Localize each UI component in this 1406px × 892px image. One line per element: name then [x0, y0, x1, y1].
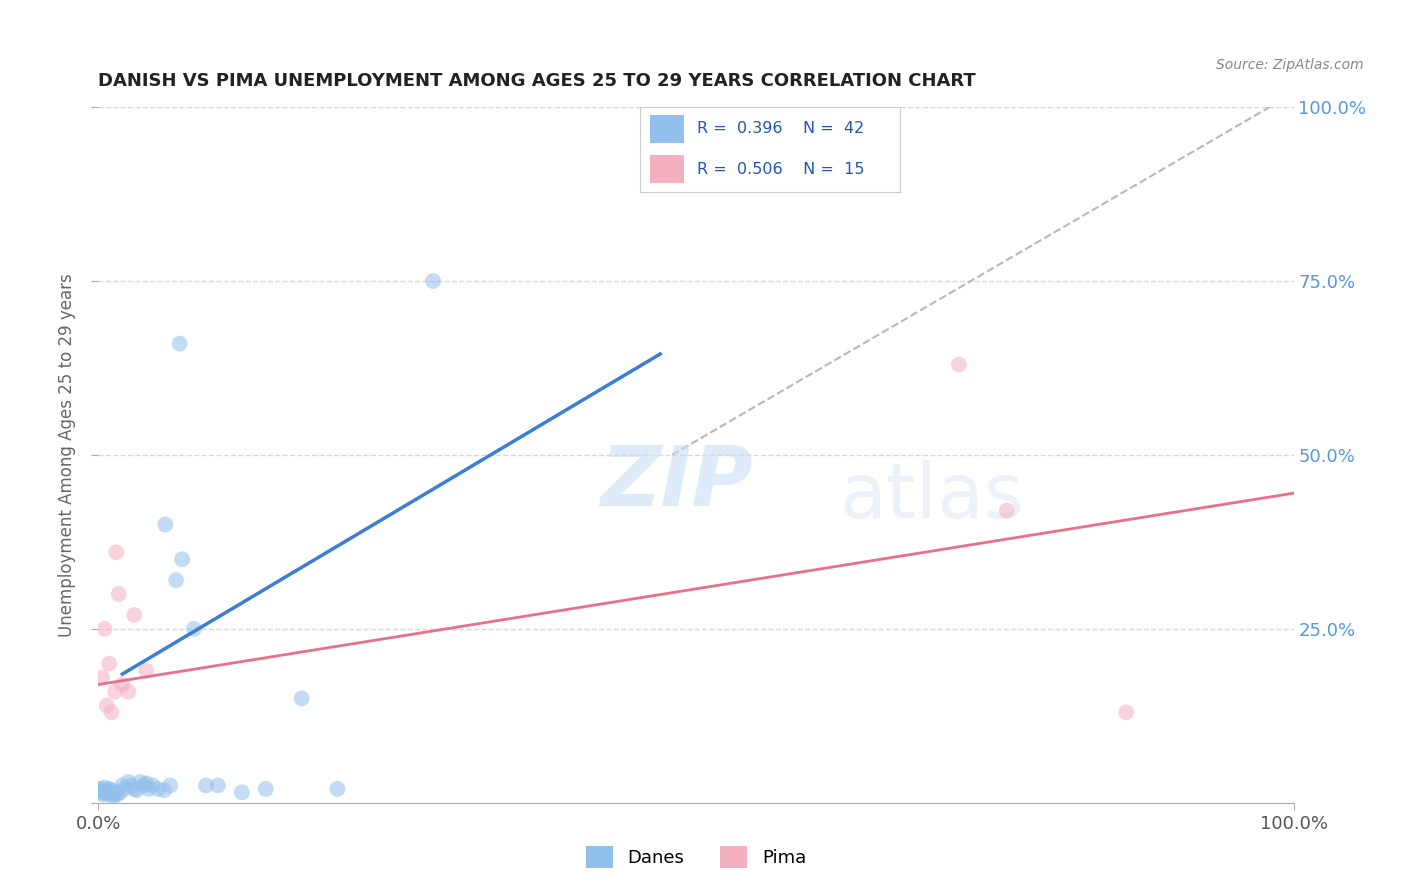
Point: [169, 336, 191, 351]
Point: [135, 776, 157, 790]
Point: [91, 783, 114, 797]
Point: [105, 545, 128, 559]
Point: [948, 358, 970, 372]
Text: R =  0.506    N =  15: R = 0.506 N = 15: [697, 161, 865, 177]
Point: [97, 788, 120, 802]
Point: [165, 573, 187, 587]
Point: [90, 785, 112, 799]
Point: [104, 785, 127, 799]
Text: DANISH VS PIMA UNEMPLOYMENT AMONG AGES 25 TO 29 YEARS CORRELATION CHART: DANISH VS PIMA UNEMPLOYMENT AMONG AGES 2…: [98, 72, 976, 90]
Point: [101, 788, 124, 802]
Point: [291, 691, 314, 706]
Point: [254, 781, 277, 796]
Point: [117, 775, 139, 789]
Point: [111, 677, 134, 691]
Text: R =  0.396    N =  42: R = 0.396 N = 42: [697, 121, 865, 136]
Point: [104, 684, 127, 698]
Point: [93, 780, 115, 795]
Point: [94, 785, 117, 799]
Point: [107, 587, 129, 601]
Point: [129, 775, 152, 789]
Point: [155, 517, 177, 532]
Point: [98, 657, 121, 671]
Point: [98, 785, 122, 799]
Point: [148, 781, 170, 796]
Point: [172, 552, 194, 566]
Point: [96, 698, 118, 713]
Point: [995, 503, 1018, 517]
Point: [183, 622, 205, 636]
Point: [117, 684, 139, 698]
Point: [135, 664, 157, 678]
Y-axis label: Unemployment Among Ages 25 to 29 years: Unemployment Among Ages 25 to 29 years: [58, 273, 76, 637]
Point: [111, 778, 134, 793]
Point: [100, 706, 122, 720]
Point: [231, 785, 253, 799]
Point: [326, 781, 349, 796]
Point: [159, 778, 181, 793]
Point: [125, 783, 148, 797]
FancyBboxPatch shape: [650, 155, 683, 183]
Point: [124, 781, 146, 796]
Legend: Danes, Pima: Danes, Pima: [576, 838, 815, 877]
Point: [89, 781, 111, 796]
Point: [91, 788, 114, 802]
Text: atlas: atlas: [839, 459, 1024, 533]
Point: [153, 783, 176, 797]
Point: [121, 778, 143, 793]
Point: [108, 785, 131, 799]
Point: [132, 778, 155, 793]
Point: [124, 607, 146, 622]
Point: [103, 789, 125, 803]
Point: [138, 781, 160, 796]
Text: ZIP: ZIP: [600, 442, 754, 524]
Point: [93, 622, 115, 636]
Text: Source: ZipAtlas.com: Source: ZipAtlas.com: [1216, 58, 1364, 72]
Point: [100, 783, 122, 797]
Point: [207, 778, 229, 793]
Point: [114, 781, 136, 796]
Point: [98, 781, 121, 796]
Point: [422, 274, 444, 288]
Point: [141, 778, 163, 793]
Point: [1115, 706, 1137, 720]
Point: [96, 783, 118, 797]
Point: [91, 671, 114, 685]
FancyBboxPatch shape: [650, 115, 683, 143]
Point: [107, 788, 129, 802]
Point: [195, 778, 218, 793]
